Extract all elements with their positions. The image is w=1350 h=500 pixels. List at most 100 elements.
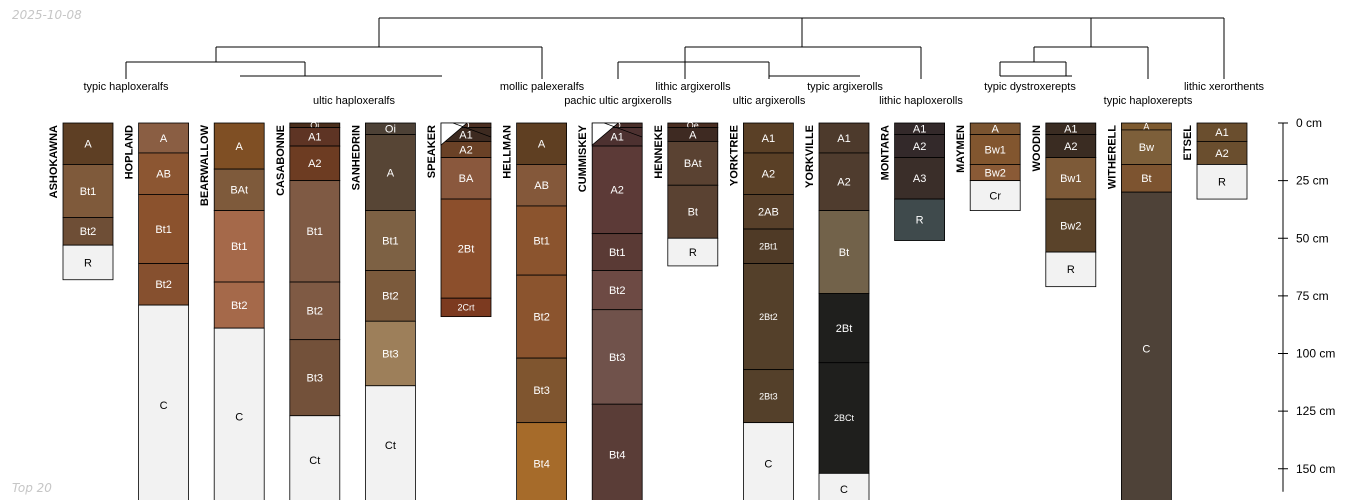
profile-name: HOPLAND (124, 125, 136, 179)
horizon-block (213, 281, 265, 329)
taxon-label: lithic argixerolls (655, 81, 731, 93)
taxon-label: pachic ultic argixerolls (564, 95, 672, 107)
horizon-label: Bw (1139, 142, 1154, 154)
horizon-block (364, 320, 416, 387)
horizon-label: Bt1 (533, 235, 550, 247)
horizon-block (138, 304, 190, 500)
horizon: Bt3 (591, 309, 643, 405)
horizon-block (516, 274, 567, 359)
horizon-label: Bw2 (1060, 220, 1081, 232)
horizon-label: AB (534, 180, 549, 192)
horizon-label: Bt2 (609, 285, 626, 297)
horizon: Bt1 (289, 180, 341, 283)
horizon-label: A2 (1215, 148, 1228, 160)
horizon-label: 2Crt (457, 303, 475, 313)
horizon: Bt2 (289, 281, 341, 341)
horizon-label: 2Bt (836, 323, 853, 335)
horizon-block (1045, 251, 1097, 288)
horizon-label: A3 (913, 173, 926, 185)
horizon-label: Bt3 (533, 385, 550, 397)
horizon-block (591, 233, 643, 271)
horizon-block (516, 164, 567, 207)
profile-witherell: A Bw Bt C WITHERELL (1106, 122, 1172, 500)
horizon-block (591, 270, 643, 311)
horizon-block (440, 157, 492, 200)
horizon-label: AB (156, 169, 171, 181)
horizon-label: A1 (459, 129, 472, 141)
horizon: A3 (894, 157, 945, 200)
profile-yorktree: A1 A2 2AB 2Bt1 2Bt2 2Bt3 C YORKTREE (728, 122, 794, 500)
horizon-label: A (992, 124, 1000, 136)
horizon-block (743, 122, 794, 154)
horizon-label: 2Bt3 (759, 391, 778, 401)
horizon: BAt (213, 168, 265, 211)
horizon: Ct (364, 385, 416, 500)
horizon: Bt1 (591, 233, 643, 271)
horizon-block (213, 210, 265, 283)
horizon: 2Bt1 (743, 228, 794, 265)
horizon: Oi (364, 122, 416, 136)
horizon: Bt1 (213, 210, 265, 283)
horizon-block (213, 168, 265, 211)
profile-hellman: A AB Bt1 Bt2 Bt3 Bt4 HELLMAN (502, 122, 567, 500)
horizon-block (969, 134, 1021, 165)
horizon-block (818, 472, 870, 500)
profile-name: CUMMISKEY (577, 124, 589, 192)
horizon: A1 (743, 122, 794, 154)
horizon-block (1045, 198, 1097, 253)
profile-name: YORKVILLE (804, 125, 816, 188)
horizon-label: Bt (688, 207, 698, 219)
soil-profiles: A Bt1 Bt2 R ASHOKAWNA A AB Bt1 Bt2 C HOPLAND A BAt Bt… (48, 120, 1248, 500)
boundary-line (452, 122, 492, 138)
horizon: C (818, 472, 870, 500)
horizon: A (667, 127, 719, 142)
horizon-label: A (84, 139, 92, 151)
horizon-label: BAt (230, 185, 248, 197)
horizon-label: A1 (610, 132, 623, 144)
horizon: 2AB (743, 194, 794, 230)
horizon-block (289, 281, 341, 341)
profile-sanhedrin: Oi A Bt1 Bt2 Bt3 Ct SANHEDRIN (350, 122, 416, 500)
taxon-label: ultic argixerolls (733, 95, 806, 107)
horizon: Bt2 (213, 281, 265, 329)
depth-tick-label: 25 cm (1296, 174, 1329, 188)
horizon-block (289, 415, 341, 500)
horizon: A1 (818, 122, 870, 154)
horizon: A (62, 122, 114, 165)
horizon: Bt3 (516, 357, 567, 424)
profile-woodin: A1 A2 Bw1 Bw2 R WOODIN (1031, 122, 1097, 288)
horizon: Bw2 (1045, 198, 1097, 253)
horizon-label: A1 (1215, 127, 1228, 139)
horizon: Bt1 (364, 210, 416, 271)
horizon: A2 (289, 145, 341, 182)
horizon-label: Bw1 (984, 144, 1005, 156)
horizon: A2 (591, 145, 643, 235)
horizon-label: Bt2 (155, 279, 172, 291)
horizon: Bt3 (364, 320, 416, 387)
profile-name: HELLMAN (502, 125, 514, 179)
horizon: Ct (289, 415, 341, 500)
profile-montara: A1 A2 A3 R MONTARA (880, 122, 945, 241)
horizon-block (818, 152, 870, 211)
dendrogram (125, 17, 1225, 79)
horizon: Bt2 (591, 270, 643, 311)
profile-casabonne: Oi A1 A2 Bt1 Bt2 Bt3 Ct CASABONNE (275, 120, 341, 500)
horizon: R (62, 244, 114, 281)
horizon-label: R (689, 247, 697, 259)
horizon-block (62, 164, 114, 218)
profile-name: WITHERELL (1106, 125, 1118, 189)
taxon-label: typic dystroxerepts (984, 81, 1076, 93)
profile-name: YORKTREE (728, 125, 740, 186)
date-label: 2025-10-08 (12, 8, 82, 22)
horizon-label: Bw2 (984, 167, 1005, 179)
horizon: A (138, 122, 190, 154)
horizon: Bt (667, 184, 719, 239)
horizon-label: Bt3 (382, 348, 399, 360)
horizon: Bt1 (138, 194, 190, 265)
depth-tick-label: 75 cm (1296, 289, 1329, 303)
horizon-block (516, 422, 567, 500)
horizon-label: R (1067, 264, 1075, 276)
horizon-block (894, 157, 945, 200)
horizon-block (818, 122, 870, 154)
